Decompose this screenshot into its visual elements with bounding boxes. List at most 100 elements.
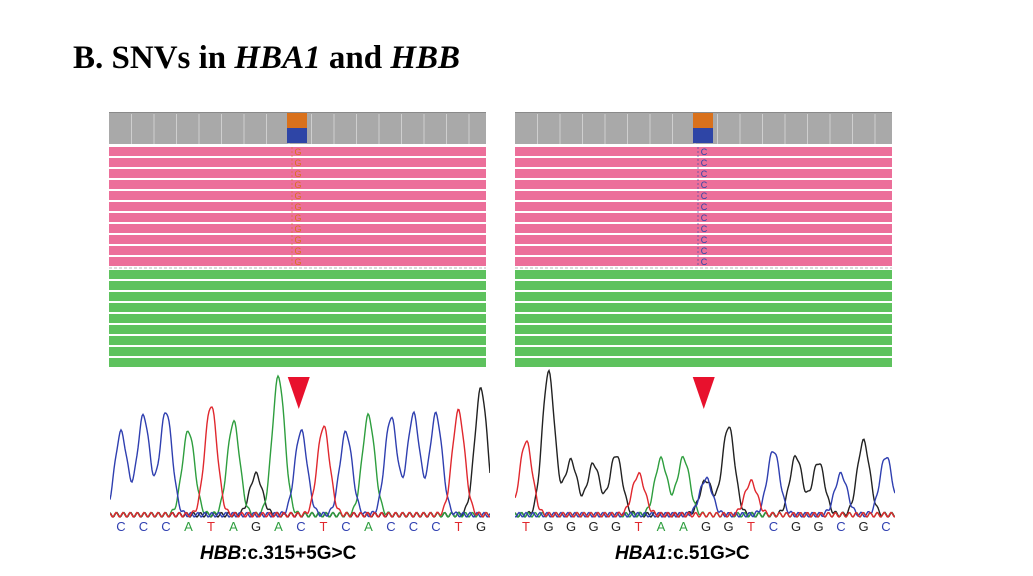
forward-read — [109, 180, 486, 189]
reverse-read — [109, 303, 486, 312]
reverse-read — [515, 336, 892, 345]
forward-read — [515, 235, 892, 244]
reverse-read — [515, 314, 892, 323]
base-call: T — [454, 519, 463, 534]
mismatch-base: C — [701, 202, 708, 212]
trace-T — [514, 439, 896, 518]
caption-hba1: HBA1:c.51G>C — [615, 543, 750, 564]
mismatch-base: C — [701, 147, 708, 157]
mismatch-base: G — [294, 213, 301, 223]
mismatch-base: G — [294, 257, 301, 267]
forward-read — [515, 158, 892, 167]
reverse-read — [515, 347, 892, 356]
forward-read — [109, 246, 486, 255]
reverse-read — [515, 325, 892, 334]
reverse-read — [109, 325, 486, 334]
forward-read — [109, 158, 486, 167]
reverse-read — [515, 270, 892, 279]
base-call: C — [296, 519, 306, 534]
base-call: T — [522, 519, 530, 534]
chromatogram-hbb — [109, 360, 491, 520]
forward-read — [109, 257, 486, 266]
forward-read — [515, 246, 892, 255]
base-call: G — [858, 519, 869, 534]
base-call: G — [813, 519, 824, 534]
trace-A — [514, 455, 896, 518]
base-call: G — [475, 519, 487, 534]
base-call: C — [341, 519, 351, 534]
forward-read — [109, 147, 486, 156]
reverse-read — [109, 336, 486, 345]
mismatch-base: C — [701, 246, 708, 256]
reverse-read — [109, 292, 486, 301]
base-call: T — [747, 519, 755, 534]
base-call: G — [588, 519, 599, 534]
forward-read — [515, 213, 892, 222]
forward-read — [109, 235, 486, 244]
forward-read — [109, 191, 486, 200]
mismatch-base: C — [701, 169, 708, 179]
mismatch-base: G — [294, 191, 301, 201]
mismatch-base: C — [701, 257, 708, 267]
base-call: G — [565, 519, 577, 534]
forward-read — [515, 169, 892, 178]
trace-C — [109, 410, 491, 518]
variant-marker — [692, 377, 715, 409]
allele-bar-ref — [693, 113, 713, 128]
mismatch-base: G — [294, 180, 301, 190]
trace-G — [109, 387, 491, 518]
reverse-read — [109, 358, 486, 367]
figure-title: B. SNVs in HBA1 and HBB — [73, 40, 461, 76]
forward-read — [515, 180, 892, 189]
base-call: C — [386, 519, 396, 534]
trace-plot — [109, 374, 491, 518]
mismatch-base: G — [294, 147, 301, 157]
base-call: A — [364, 519, 373, 534]
base-call: C — [836, 519, 846, 534]
base-call: A — [184, 519, 193, 534]
forward-read — [109, 213, 486, 222]
reverse-read — [515, 281, 892, 290]
base-call: T — [634, 519, 643, 534]
trace-C — [514, 451, 896, 518]
base-call: C — [768, 519, 779, 534]
mismatch-base: C — [701, 158, 708, 168]
base-call: C — [161, 519, 171, 534]
reverse-read — [109, 270, 486, 279]
base-call: G — [700, 519, 712, 534]
mismatch-base: G — [294, 235, 301, 245]
reverse-read — [109, 347, 486, 356]
base-call: G — [790, 519, 802, 534]
trace-plot — [514, 368, 896, 518]
forward-read — [515, 191, 892, 200]
allele-bar-alt — [287, 128, 307, 143]
reverse-read — [515, 292, 892, 301]
mismatch-base: G — [294, 246, 301, 256]
forward-read — [515, 202, 892, 211]
base-call: G — [543, 519, 554, 534]
base-call: G — [723, 519, 734, 534]
reverse-read — [109, 281, 486, 290]
base-call: G — [250, 519, 262, 534]
mismatch-base: C — [701, 191, 708, 201]
forward-read — [109, 202, 486, 211]
forward-read — [109, 169, 486, 178]
variant-marker — [287, 377, 310, 409]
base-call: C — [431, 519, 441, 534]
forward-read — [515, 224, 892, 233]
reverse-read — [515, 303, 892, 312]
base-call: C — [408, 519, 419, 534]
base-call: T — [207, 519, 215, 534]
mismatch-base: C — [701, 224, 708, 234]
base-call: A — [656, 519, 666, 534]
mismatch-base: G — [294, 158, 301, 168]
base-call: C — [881, 519, 891, 534]
allele-bar-alt — [693, 128, 713, 143]
base-call: C — [116, 519, 126, 534]
base-call: A — [229, 519, 238, 534]
mismatch-base: G — [294, 224, 301, 234]
